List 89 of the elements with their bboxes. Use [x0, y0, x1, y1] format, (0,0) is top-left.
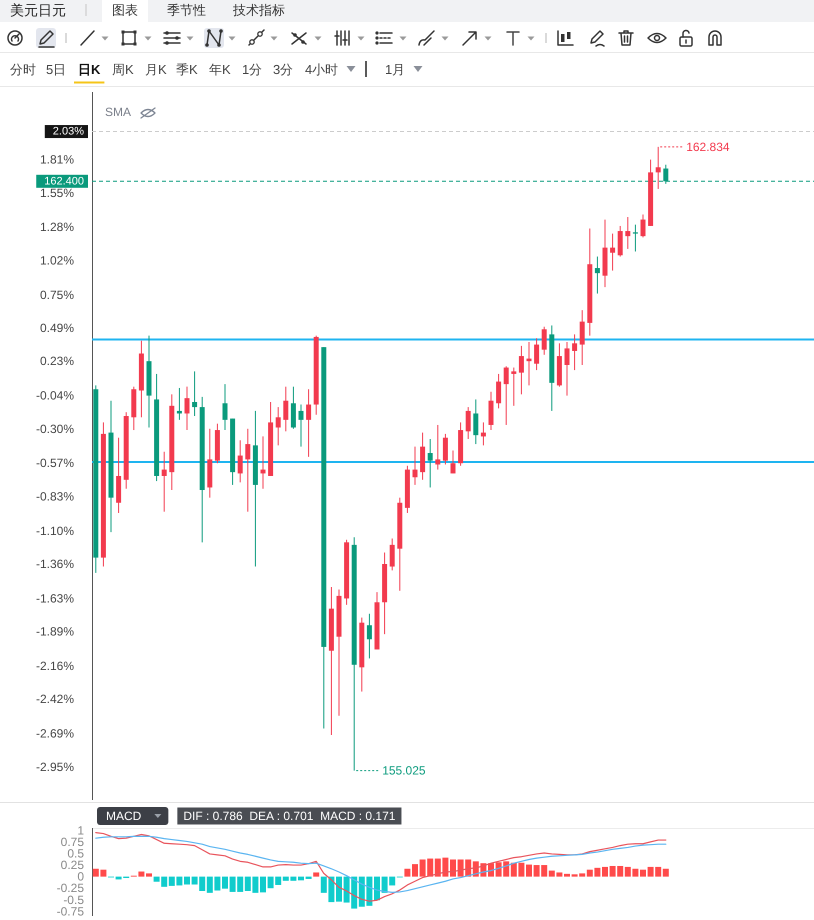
- candlestick: [245, 428, 250, 512]
- candlestick: [473, 398, 478, 445]
- candlestick: [610, 233, 616, 272]
- candlestick: [466, 406, 471, 440]
- y-tick-label: 1.55%: [40, 186, 74, 200]
- y-tick-label: 0.49%: [40, 321, 74, 335]
- chart-subtitle: DIF : 0.786 DEA : 0.701 MACD : 0.171: [183, 809, 396, 823]
- candlestick: [222, 384, 228, 431]
- annotation: SMA: [105, 105, 132, 119]
- candlestick: [298, 404, 304, 448]
- candlestick: [366, 613, 372, 659]
- y-tick-label: -2.69%: [36, 726, 74, 741]
- y-tick-label: 0.75: [60, 834, 84, 849]
- annotation: 162.834: [686, 140, 730, 154]
- candlestick: [504, 366, 509, 426]
- text: 图表: [112, 2, 138, 18]
- y-tick-label: -0.04%: [36, 388, 74, 403]
- y-tick-label: 1.81%: [40, 152, 74, 167]
- y-tick-label: -1.10%: [36, 524, 74, 538]
- y-tick-label: -2.16%: [36, 659, 74, 674]
- y-tick-label: -0.5: [63, 892, 84, 907]
- candlestick: [162, 451, 167, 512]
- y-tick-label: 0: [77, 870, 84, 884]
- candlestick: [526, 342, 532, 386]
- y-tick-label: 1: [77, 823, 84, 838]
- candlestick: [496, 373, 502, 409]
- y-tick-label: -1.63%: [36, 591, 74, 606]
- y-tick-label: 0.75%: [40, 288, 74, 302]
- y-tick-label: 1.02%: [40, 253, 74, 268]
- text: 年K: [209, 62, 231, 77]
- y-tick-label: -0.57%: [36, 456, 74, 470]
- text: 4小时: [305, 62, 338, 77]
- text: 162.400: [44, 175, 84, 188]
- candlestick: [480, 422, 486, 446]
- y-tick-label: 0.25: [60, 858, 84, 872]
- candlestick: [442, 433, 448, 465]
- y-tick-label: -2.95%: [36, 760, 74, 774]
- candlestick: [283, 386, 288, 432]
- y-tick-label: 1.28%: [40, 220, 74, 234]
- text: 5日: [46, 62, 66, 77]
- text: 季节性: [167, 2, 206, 18]
- annotation: 155.025: [382, 764, 426, 778]
- chart-title: MACD: [106, 809, 142, 823]
- y-tick-label: 0.5: [67, 846, 84, 860]
- candlestick: [390, 538, 395, 571]
- candlestick: [450, 450, 456, 474]
- text: 月K: [145, 62, 167, 77]
- line-series: [95, 836, 666, 893]
- y-tick-label: -1.89%: [36, 624, 74, 639]
- candlestick: [192, 370, 198, 417]
- candlestick: [518, 345, 524, 395]
- candlestick: [542, 326, 547, 356]
- candlestick: [572, 334, 578, 371]
- y-tick-label: -0.30%: [36, 422, 74, 436]
- y-tick-label: -2.42%: [36, 692, 74, 706]
- candlestick: [260, 436, 266, 490]
- text: 1月: [385, 62, 406, 77]
- text: 周K: [112, 62, 134, 77]
- candlestick: [428, 438, 433, 488]
- text: 美元日元: [10, 2, 66, 18]
- text: 技术指标: [232, 2, 285, 18]
- candlestick: [534, 338, 540, 371]
- text: 季K: [176, 62, 198, 77]
- candlestick: [238, 440, 243, 483]
- candlestick: [625, 216, 630, 250]
- y-tick-label: 0.23%: [40, 354, 74, 368]
- candlestick: [184, 386, 190, 431]
- candlestick: [580, 310, 585, 366]
- y-tick-label: -0.75: [56, 904, 84, 918]
- y-tick-label: -1.36%: [36, 557, 74, 571]
- text: 3分: [273, 62, 294, 77]
- candlestick: [412, 446, 418, 486]
- ref-line-label: 2.03%: [52, 126, 84, 138]
- candlestick: [435, 424, 440, 470]
- bar: [662, 868, 669, 877]
- candlestick: [640, 214, 646, 238]
- text: 分时: [10, 62, 36, 77]
- candlestick: [306, 388, 312, 458]
- text: 日K: [78, 62, 101, 77]
- y-tick-label: -0.25: [56, 881, 84, 896]
- y-tick-label: -0.83%: [36, 489, 74, 504]
- candlestick: [564, 342, 570, 396]
- candlestick: [511, 367, 516, 406]
- candlestick: [594, 256, 600, 294]
- line-series: [95, 832, 666, 902]
- candlestick: [176, 387, 182, 420]
- candlestick: [276, 406, 281, 446]
- text: 1分: [242, 62, 262, 77]
- bar: [313, 872, 320, 877]
